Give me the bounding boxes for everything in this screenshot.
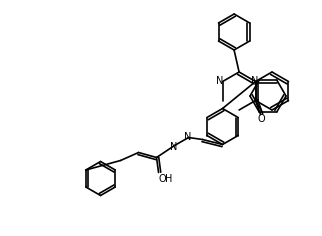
Text: H: H — [165, 173, 172, 184]
Text: N: N — [251, 76, 258, 85]
Text: N: N — [184, 131, 191, 142]
Text: N: N — [170, 143, 177, 152]
Text: O: O — [159, 173, 166, 184]
Text: N: N — [216, 76, 223, 85]
Text: O: O — [258, 114, 265, 125]
